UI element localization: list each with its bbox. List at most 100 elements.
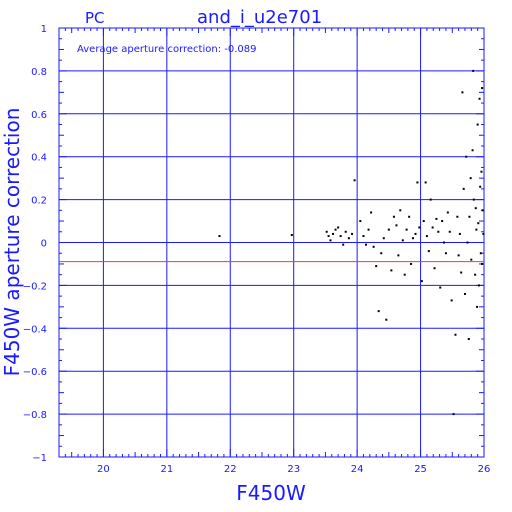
data-point <box>420 280 423 283</box>
data-point <box>466 241 469 244</box>
x-tick-label: 20 <box>97 464 110 475</box>
data-point <box>476 305 479 308</box>
y-tick-label: −1 <box>32 453 47 464</box>
data-point <box>441 220 444 223</box>
data-point <box>414 232 417 235</box>
data-point <box>395 224 398 227</box>
data-point <box>477 284 480 287</box>
data-point <box>427 250 430 253</box>
data-point <box>461 91 464 94</box>
data-point <box>472 198 475 201</box>
data-point <box>325 230 328 233</box>
data-point <box>370 211 373 214</box>
data-point <box>351 232 354 235</box>
x-tick-label: 26 <box>478 464 491 475</box>
data-point <box>397 254 400 257</box>
data-point <box>416 181 419 184</box>
data-point <box>365 243 368 246</box>
y-tick-label: 0.2 <box>31 196 47 207</box>
data-point <box>437 230 440 233</box>
y-tick-label: −0.6 <box>23 367 47 378</box>
data-point <box>382 237 385 240</box>
data-point <box>429 198 432 201</box>
data-point <box>470 258 473 261</box>
data-point <box>452 413 455 416</box>
data-point <box>372 245 375 248</box>
data-point <box>448 230 451 233</box>
data-point <box>481 262 484 265</box>
data-point <box>478 97 481 100</box>
data-point <box>401 239 404 242</box>
x-tick-label: 22 <box>224 464 237 475</box>
data-point <box>469 177 472 180</box>
data-point <box>424 181 427 184</box>
data-point <box>431 226 434 229</box>
data-point <box>347 237 350 240</box>
y-tick-label: −0.4 <box>23 324 47 335</box>
data-point <box>433 267 436 270</box>
data-point <box>481 87 484 90</box>
data-point <box>471 149 474 152</box>
data-point <box>422 220 425 223</box>
data-point <box>399 209 402 212</box>
data-point <box>462 187 465 190</box>
data-point <box>387 228 390 231</box>
data-point <box>425 235 428 238</box>
data-point <box>474 273 477 276</box>
x-tick-label: 25 <box>414 464 427 475</box>
data-point <box>375 265 378 268</box>
data-point <box>329 239 332 242</box>
data-point <box>454 333 457 336</box>
data-point <box>465 155 468 158</box>
x-tick-labels: 20 21 22 23 24 25 26 <box>97 464 490 475</box>
data-point <box>362 235 365 238</box>
data-point <box>218 235 221 238</box>
data-point <box>392 215 395 218</box>
data-point <box>477 222 480 225</box>
data-point <box>290 233 293 236</box>
data-point <box>479 252 482 255</box>
data-point <box>339 235 342 238</box>
x-tick-label: 21 <box>160 464 173 475</box>
chart-title: and_i_u2e701 <box>197 7 322 28</box>
data-point <box>359 220 362 223</box>
y-tick-label: −0.8 <box>23 410 47 421</box>
data-point <box>482 232 485 235</box>
data-point <box>332 232 335 235</box>
axis-ticks <box>58 27 485 458</box>
data-point <box>456 215 459 218</box>
x-axis-label: F450W <box>236 481 306 505</box>
data-point <box>457 254 460 257</box>
data-point <box>342 243 345 246</box>
data-point <box>443 241 446 244</box>
x-tick-label: 24 <box>351 464 364 475</box>
data-point <box>403 273 406 276</box>
data-point <box>405 228 408 231</box>
average-annotation: Average aperture correction: -0.089 <box>77 44 257 55</box>
data-point <box>439 286 442 289</box>
data-point <box>337 226 340 229</box>
data-point <box>460 271 463 274</box>
data-point <box>476 123 479 126</box>
y-axis-label: F450W aperture correction <box>0 108 24 377</box>
grid-lines <box>59 28 484 457</box>
data-point <box>385 318 388 321</box>
data-point <box>472 69 475 72</box>
data-point <box>481 209 484 212</box>
data-point <box>444 252 447 255</box>
data-point <box>411 237 414 240</box>
data-point <box>463 292 466 295</box>
y-tick-labels: −1 −0.8 −0.6 −0.4 −0.2 0 0.2 0.4 0.6 0.8 1 <box>23 24 47 464</box>
y-tick-label: 0.4 <box>31 153 47 164</box>
y-tick-label: −0.2 <box>23 281 47 292</box>
data-point <box>479 185 482 188</box>
data-point <box>353 179 356 182</box>
data-point <box>327 235 330 238</box>
data-point <box>344 230 347 233</box>
data-points <box>218 69 485 416</box>
data-point <box>480 170 483 173</box>
data-point <box>377 310 380 313</box>
data-point <box>474 207 477 210</box>
data-point <box>450 299 453 302</box>
